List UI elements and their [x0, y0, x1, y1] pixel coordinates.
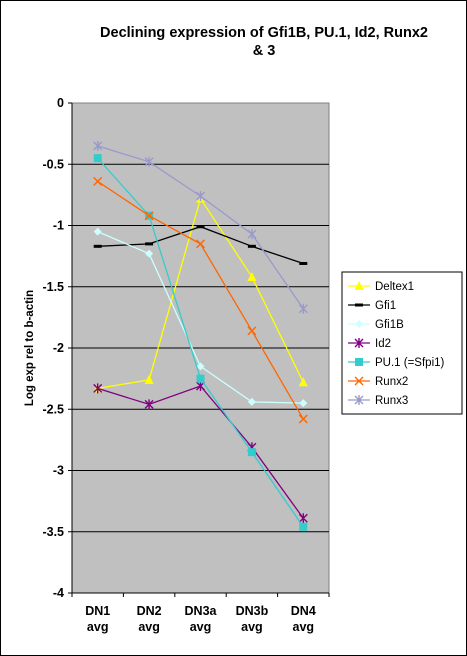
series-runx3	[93, 140, 308, 314]
data-point	[93, 227, 102, 236]
legend-label: Id2	[375, 338, 391, 350]
chart-title-line-2: & 3	[253, 43, 276, 59]
data-point	[247, 397, 256, 406]
legend-item: Runx2	[348, 376, 408, 388]
chart-title-line-1: Declining expression of Gfi1B, PU.1, Id2…	[100, 25, 428, 41]
legend-marker	[354, 281, 364, 290]
x-tick-label: DN1 avg	[85, 604, 110, 634]
y-axis-title: Log exp rel to b-actin	[24, 290, 36, 406]
x-tick-label: DN2 avg	[137, 604, 162, 634]
legend-label: Gfi1B	[375, 319, 404, 331]
y-tick-label: -1.5	[42, 280, 64, 294]
x-tick-label: DN4 avg	[291, 604, 316, 634]
legend: Deltex1 Gfi1 Gfi1B Id2 PU.1 (=Sfpi1) Runx2 Run…	[341, 271, 463, 415]
data-point	[196, 191, 205, 202]
y-tick-label: -4	[53, 586, 64, 600]
data-point	[145, 249, 154, 258]
y-tick-label: -1	[53, 219, 64, 233]
legend-marker	[355, 320, 363, 328]
data-point	[144, 156, 154, 167]
y-tick-label: -0.5	[42, 157, 64, 171]
legend-marker	[354, 395, 364, 405]
legend-item: Deltex1	[348, 281, 414, 293]
x-tick-label: DN3a avg	[185, 604, 218, 634]
data-point	[144, 374, 154, 384]
data-point	[144, 211, 154, 221]
data-point	[299, 522, 308, 531]
data-point	[247, 326, 257, 336]
legend-label: Runx3	[375, 395, 408, 407]
data-point	[144, 399, 154, 410]
data-point	[298, 303, 308, 314]
data-point	[93, 383, 103, 394]
x-tick-label: DN3b avg	[236, 604, 269, 634]
series-gfi1	[93, 225, 308, 265]
legend-marker	[355, 358, 363, 366]
data-point	[196, 239, 205, 249]
data-point	[196, 374, 205, 383]
y-tick-label: -2.5	[42, 402, 64, 416]
legend-item: Id2	[348, 338, 391, 350]
legend-item: Gfi1	[348, 300, 396, 312]
legend-marker	[354, 376, 364, 386]
legend-items: Deltex1 Gfi1 Gfi1B Id2 PU.1 (=Sfpi1) Runx2 Run…	[348, 281, 445, 407]
legend-label: Gfi1	[375, 300, 396, 312]
y-tick-label: -2	[53, 341, 64, 355]
data-point	[247, 448, 256, 457]
legend-item: Gfi1B	[348, 319, 404, 331]
data-point	[298, 414, 308, 424]
data-point	[93, 154, 102, 163]
data-point	[247, 229, 257, 240]
legend-item: PU.1 (=Sfpi1)	[348, 357, 445, 369]
data-point	[298, 513, 308, 524]
y-tick-label: 0	[57, 96, 64, 110]
series-runx2	[93, 176, 308, 424]
series-gfi1b	[93, 227, 308, 408]
legend-label: Deltex1	[375, 281, 414, 293]
data-point	[93, 176, 103, 186]
data-point	[196, 362, 205, 371]
series-id2	[93, 380, 308, 524]
legend-marker	[354, 338, 364, 348]
legend-label: PU.1 (=Sfpi1)	[375, 357, 445, 369]
legend-item: Runx3	[348, 395, 408, 407]
data-point	[247, 271, 257, 281]
y-tick-label: -3	[53, 464, 64, 478]
series-group	[93, 140, 308, 531]
y-tick-label: -3.5	[42, 525, 64, 539]
x-axis-ticks: DN1 avg DN2 avg DN3a avg DN3b avg DN4 avg	[71, 593, 330, 634]
data-point	[299, 399, 308, 408]
data-point	[298, 377, 308, 387]
y-axis-ticks: 0 -0.5 -1 -1.5 -2 -2.5 -3 -3.5 -4	[42, 96, 72, 600]
data-point	[93, 140, 103, 151]
legend-label: Runx2	[375, 376, 408, 388]
